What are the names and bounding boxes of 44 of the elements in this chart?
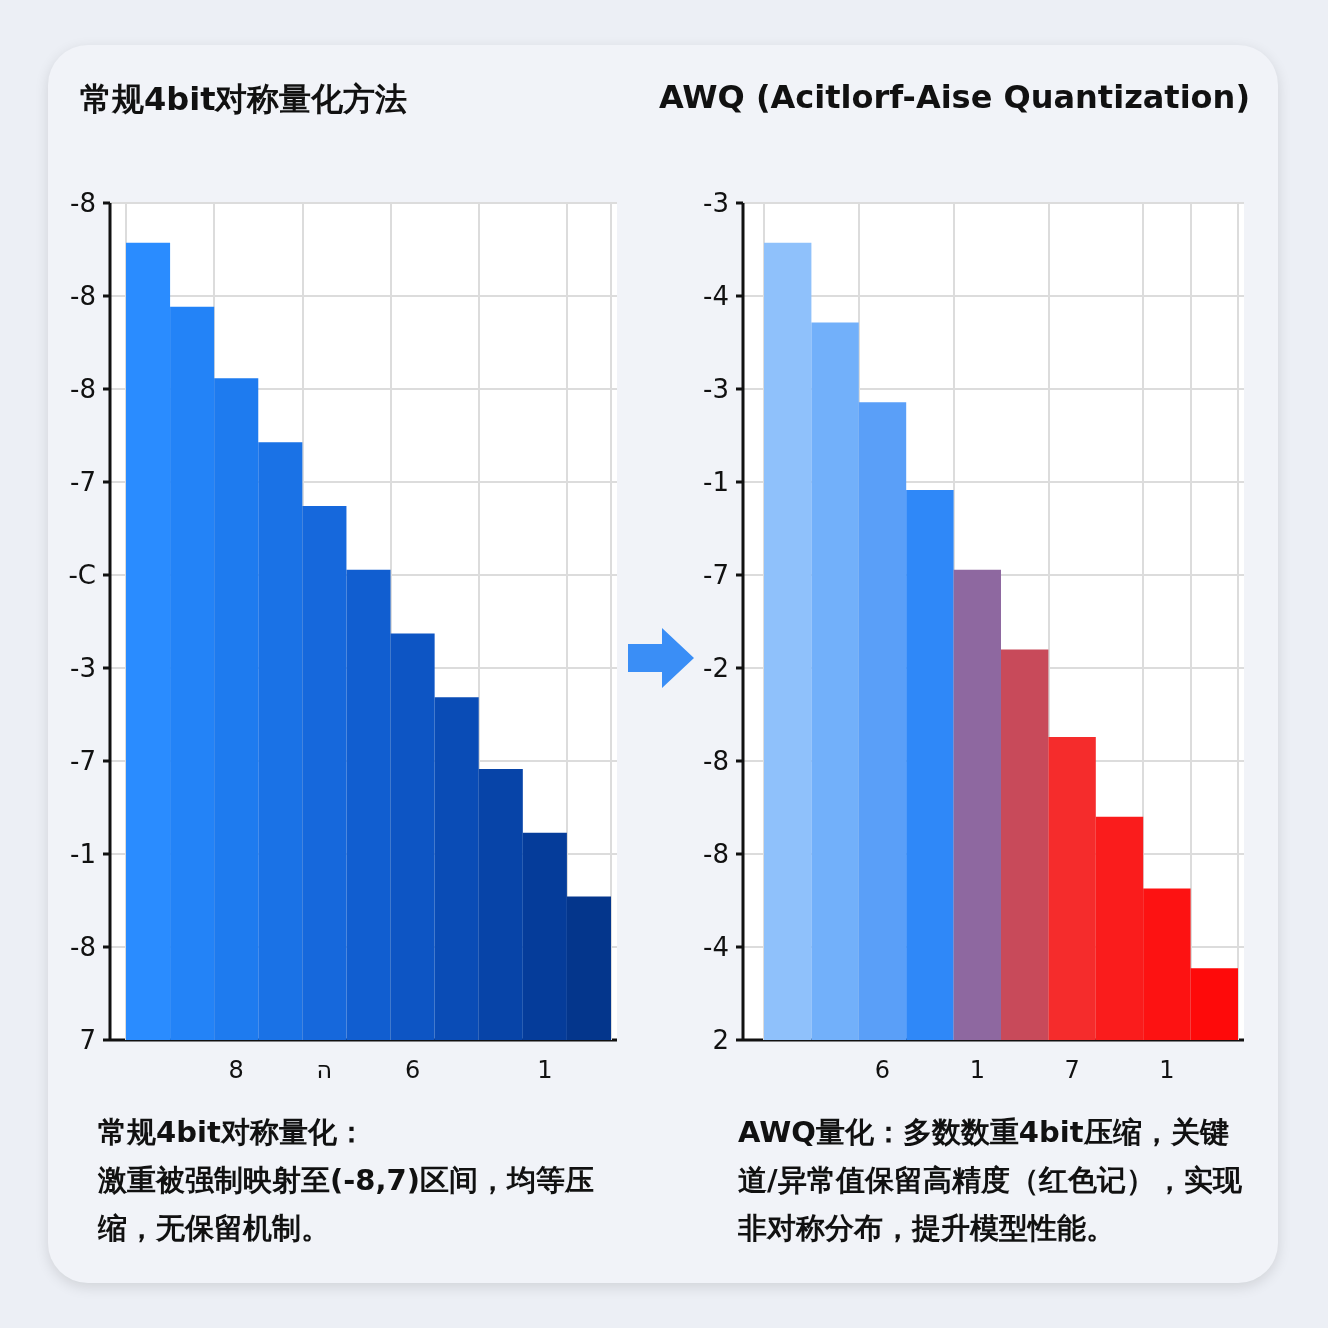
text: -7 bbox=[70, 746, 96, 776]
text: -8 bbox=[703, 746, 729, 776]
text: 常规4bit对称量化： bbox=[98, 1114, 367, 1151]
x-tick-label: 6 bbox=[404, 1056, 421, 1084]
text: -3 bbox=[703, 374, 729, 404]
bar bbox=[1001, 649, 1049, 1040]
text: 7 bbox=[79, 1025, 96, 1055]
text: -8 bbox=[703, 839, 729, 869]
text: -C bbox=[68, 560, 96, 590]
text: -1 bbox=[70, 839, 96, 869]
x-tick-label: 1 bbox=[1159, 1056, 1175, 1084]
text: -3 bbox=[703, 188, 729, 218]
x-tick-label: 1 bbox=[537, 1056, 553, 1084]
bar bbox=[811, 322, 859, 1040]
bar bbox=[478, 768, 523, 1040]
bar bbox=[764, 242, 812, 1040]
text: -8 bbox=[70, 374, 96, 404]
bar bbox=[858, 402, 907, 1040]
x-tick-label: 6 bbox=[874, 1056, 891, 1084]
x-tick-label: 8 bbox=[228, 1056, 244, 1084]
x-tick-label: 1 bbox=[969, 1056, 985, 1084]
bar bbox=[1048, 737, 1096, 1040]
text: -7 bbox=[70, 467, 96, 497]
chart-title: AWQ (Acitlorf-Aise Quantization) bbox=[658, 78, 1250, 116]
text: -4 bbox=[703, 281, 729, 311]
bar bbox=[522, 832, 567, 1040]
text: -8 bbox=[70, 281, 96, 311]
text: -7 bbox=[703, 560, 729, 590]
x-tick-label: ה bbox=[316, 1056, 333, 1084]
bar bbox=[566, 896, 611, 1040]
text: AWQ量化：多数数重4bit压缩，关键道/异常值保留高精度（红色记），实现非对称分布，提升模型性能。 bbox=[738, 1114, 1243, 1247]
text: -8 bbox=[70, 188, 96, 218]
bar bbox=[434, 697, 479, 1040]
text: 2 bbox=[712, 1025, 729, 1055]
text: -3 bbox=[70, 653, 96, 683]
text: -2 bbox=[703, 653, 729, 683]
bar bbox=[906, 489, 954, 1040]
x-tick-label: 7 bbox=[1064, 1056, 1080, 1084]
bar bbox=[953, 569, 1001, 1040]
chart-title: 常规4bit对称量化方法 bbox=[80, 79, 408, 120]
text: 激重被强制映射至(-8,7)区间，均等压缩，无保留机制。 bbox=[98, 1162, 595, 1247]
text: -4 bbox=[703, 932, 729, 962]
text: -1 bbox=[703, 467, 729, 497]
text: -8 bbox=[70, 932, 96, 962]
